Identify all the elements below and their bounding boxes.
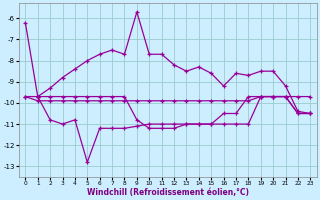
X-axis label: Windchill (Refroidissement éolien,°C): Windchill (Refroidissement éolien,°C) <box>87 188 249 197</box>
